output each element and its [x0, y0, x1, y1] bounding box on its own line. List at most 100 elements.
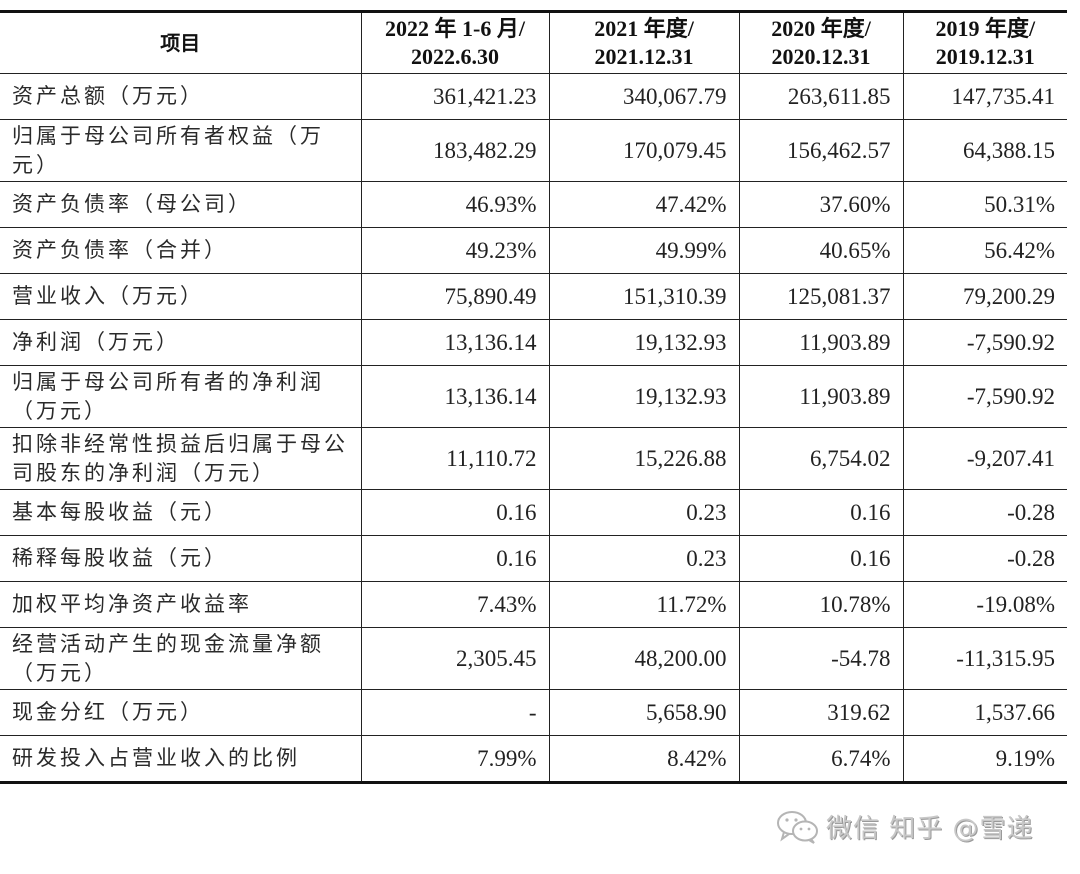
cell-value: 50.31% — [902, 181, 1067, 228]
table-row: 基本每股收益（元） 0.16 0.23 0.16 -0.28 — [0, 489, 1067, 536]
table-row: 研发投入占营业收入的比例 7.99% 8.42% 6.74% 9.19% — [0, 735, 1067, 783]
table-row: 加权平均净资产收益率 7.43% 11.72% 10.78% -19.08% — [0, 581, 1067, 628]
table-header-row: 项目 2022 年 1-6 月/ 2022.6.30 2021 年度/ 2021… — [0, 11, 1067, 74]
cell-value: -9,207.41 — [902, 427, 1067, 490]
header-period-date: 2021.12.31 — [594, 44, 694, 69]
cell-value: 1,537.66 — [902, 689, 1067, 736]
table-row: 归属于母公司所有者权益（万元） 183,482.29 170,079.45 15… — [0, 119, 1067, 182]
header-period-label: 2021 年度/ — [594, 16, 694, 41]
cell-value: 0.23 — [548, 489, 739, 536]
cell-value: 170,079.45 — [548, 119, 739, 182]
header-period-date: 2019.12.31 — [935, 44, 1035, 69]
cell-value: 2,305.45 — [360, 627, 549, 690]
header-period-date: 2022.6.30 — [411, 44, 499, 69]
header-item: 项目 — [0, 11, 361, 74]
cell-value: -54.78 — [738, 627, 903, 690]
cell-value: 40.65% — [738, 227, 903, 274]
header-period-label: 2019 年度/ — [935, 16, 1036, 41]
cell-value: 361,421.23 — [360, 73, 549, 120]
row-label: 经营活动产生的现金流量净额（万元） — [0, 627, 361, 690]
cell-value: -7,590.92 — [902, 319, 1067, 366]
header-period-2019: 2019 年度/ 2019.12.31 — [902, 11, 1067, 74]
row-label: 现金分红（万元） — [0, 689, 361, 736]
cell-value: 0.16 — [360, 535, 549, 582]
cell-value: 47.42% — [548, 181, 739, 228]
row-label: 稀释每股收益（元） — [0, 535, 361, 582]
cell-value: 7.99% — [360, 735, 549, 783]
cell-value: 9.19% — [902, 735, 1067, 783]
cell-value: 151,310.39 — [548, 273, 739, 320]
cell-value: -0.28 — [902, 489, 1067, 536]
table-row: 净利润（万元） 13,136.14 19,132.93 11,903.89 -7… — [0, 319, 1067, 366]
cell-value: 15,226.88 — [548, 427, 739, 490]
row-label: 扣除非经常性损益后归属于母公司股东的净利润（万元） — [0, 427, 361, 490]
header-period-label: 2022 年 1-6 月/ — [385, 16, 525, 41]
cell-value: 56.42% — [902, 227, 1067, 274]
cell-value: 37.60% — [738, 181, 903, 228]
cell-value: -11,315.95 — [902, 627, 1067, 690]
header-period-2020: 2020 年度/ 2020.12.31 — [738, 11, 903, 74]
row-label: 归属于母公司所有者的净利润（万元） — [0, 365, 361, 428]
cell-value: 13,136.14 — [360, 319, 549, 366]
watermark-text: 微信 知乎 @雪递 — [826, 814, 1034, 844]
cell-value: 11,903.89 — [738, 365, 903, 428]
cell-value: 11,110.72 — [360, 427, 549, 490]
cell-value: 8.42% — [548, 735, 739, 783]
row-label: 资产总额（万元） — [0, 73, 361, 120]
header-period-2021: 2021 年度/ 2021.12.31 — [548, 11, 739, 74]
cell-value: - — [360, 689, 549, 736]
cell-value: 11,903.89 — [738, 319, 903, 366]
header-item-label: 项目 — [160, 31, 201, 55]
cell-value: 19,132.93 — [548, 319, 739, 366]
financial-summary-table: 项目 2022 年 1-6 月/ 2022.6.30 2021 年度/ 2021… — [0, 10, 1067, 784]
table-row: 扣除非经常性损益后归属于母公司股东的净利润（万元） 11,110.72 15,2… — [0, 427, 1067, 490]
cell-value: -7,590.92 — [902, 365, 1067, 428]
wechat-icon — [776, 809, 820, 845]
cell-value: 263,611.85 — [738, 73, 903, 120]
row-label: 研发投入占营业收入的比例 — [0, 735, 361, 783]
cell-value: -19.08% — [902, 581, 1067, 628]
cell-value: 10.78% — [738, 581, 903, 628]
cell-value: 5,658.90 — [548, 689, 739, 736]
cell-value: 75,890.49 — [360, 273, 549, 320]
cell-value: 46.93% — [360, 181, 549, 228]
table-row: 归属于母公司所有者的净利润（万元） 13,136.14 19,132.93 11… — [0, 365, 1067, 428]
table-row: 资产负债率（合并） 49.23% 49.99% 40.65% 56.42% — [0, 227, 1067, 274]
cell-value: 125,081.37 — [738, 273, 903, 320]
cell-value: 0.16 — [738, 535, 903, 582]
row-label: 资产负债率（母公司） — [0, 181, 361, 228]
cell-value: 319.62 — [738, 689, 903, 736]
table-row: 营业收入（万元） 75,890.49 151,310.39 125,081.37… — [0, 273, 1067, 320]
table-row: 经营活动产生的现金流量净额（万元） 2,305.45 48,200.00 -54… — [0, 627, 1067, 690]
table-row: 稀释每股收益（元） 0.16 0.23 0.16 -0.28 — [0, 535, 1067, 582]
cell-value: 64,388.15 — [902, 119, 1067, 182]
cell-value: 147,735.41 — [902, 73, 1067, 120]
cell-value: 11.72% — [548, 581, 739, 628]
cell-value: 156,462.57 — [738, 119, 903, 182]
cell-value: 49.99% — [548, 227, 739, 274]
row-label: 基本每股收益（元） — [0, 489, 361, 536]
cell-value: 49.23% — [360, 227, 549, 274]
cell-value: 48,200.00 — [548, 627, 739, 690]
cell-value: 0.16 — [738, 489, 903, 536]
watermark: 微信 知乎 @雪递 — [776, 808, 1034, 845]
cell-value: 13,136.14 — [360, 365, 549, 428]
header-period-date: 2020.12.31 — [771, 44, 871, 69]
header-period-label: 2020 年度/ — [771, 16, 871, 41]
cell-value: 7.43% — [360, 581, 549, 628]
table-row: 资产负债率（母公司） 46.93% 47.42% 37.60% 50.31% — [0, 181, 1067, 228]
cell-value: 6,754.02 — [738, 427, 903, 490]
row-label: 资产负债率（合并） — [0, 227, 361, 274]
table-row: 资产总额（万元） 361,421.23 340,067.79 263,611.8… — [0, 73, 1067, 120]
header-period-2022h1: 2022 年 1-6 月/ 2022.6.30 — [360, 11, 549, 74]
cell-value: 340,067.79 — [548, 73, 739, 120]
cell-value: 0.23 — [548, 535, 739, 582]
row-label: 营业收入（万元） — [0, 273, 361, 320]
cell-value: -0.28 — [902, 535, 1067, 582]
row-label: 净利润（万元） — [0, 319, 361, 366]
row-label: 归属于母公司所有者权益（万元） — [0, 119, 361, 182]
cell-value: 19,132.93 — [548, 365, 739, 428]
cell-value: 79,200.29 — [902, 273, 1067, 320]
row-label: 加权平均净资产收益率 — [0, 581, 361, 628]
table-row: 现金分红（万元） - 5,658.90 319.62 1,537.66 — [0, 689, 1067, 736]
